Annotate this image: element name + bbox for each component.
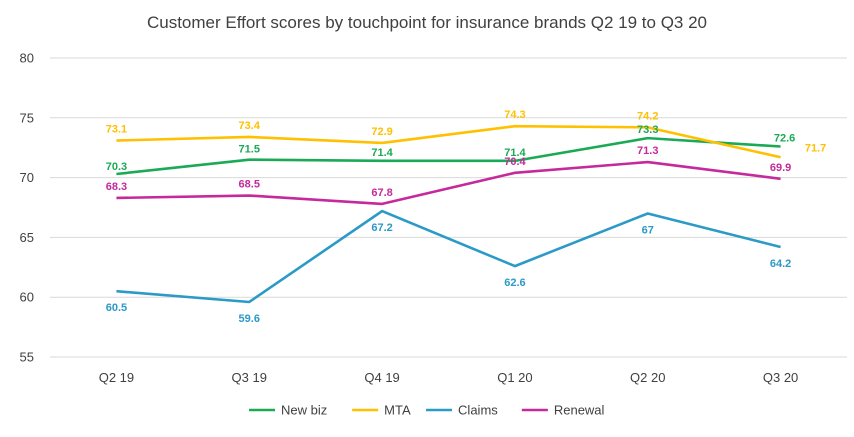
data-label: 72.6: [774, 133, 795, 145]
data-label: 60.5: [106, 302, 127, 314]
data-label: 71.3: [637, 145, 658, 157]
legend: New biz MTA Claims Renewal: [249, 403, 605, 418]
x-axis-ticks: Q2 19 Q3 19 Q4 19 Q1 20 Q2 20 Q3 20: [99, 370, 799, 385]
x-tick-label: Q1 20: [497, 370, 532, 385]
x-tick-label: Q2 19: [99, 370, 134, 385]
data-label: 70.4: [504, 156, 526, 168]
legend-item: Claims: [426, 403, 498, 418]
data-label: 62.6: [504, 277, 525, 289]
series-line-claims: [116, 209, 781, 304]
data-label: 64.2: [770, 258, 791, 270]
legend-item: New biz: [249, 403, 327, 418]
series-line-new-biz: [116, 136, 781, 176]
data-label: 73.3: [637, 124, 658, 136]
y-axis-ticks: 55 60 65 70 75 80: [20, 51, 34, 365]
data-label: 73.4: [239, 120, 261, 132]
y-tick-label: 65: [20, 230, 34, 245]
y-tick-label: 60: [20, 290, 34, 305]
legend-label: Claims: [458, 403, 498, 418]
legend-label: New biz: [281, 403, 327, 418]
data-label: 74.3: [504, 109, 525, 121]
data-label: 71.4: [371, 147, 393, 159]
data-label: 67: [642, 224, 654, 236]
x-tick-label: Q3 20: [763, 370, 798, 385]
data-label: 68.3: [106, 181, 127, 193]
y-tick-label: 80: [20, 51, 34, 66]
legend-label: MTA: [384, 403, 411, 418]
data-label: 67.2: [371, 222, 392, 234]
data-label: 69.9: [770, 162, 791, 174]
chart-title: Customer Effort scores by touchpoint for…: [147, 13, 707, 32]
data-label: 72.9: [371, 126, 392, 138]
series-lines: [116, 124, 781, 304]
data-label: 73.1: [106, 124, 127, 136]
series-line-mta: [116, 124, 781, 159]
legend-item: MTA: [352, 403, 411, 418]
legend-item: Renewal: [521, 403, 605, 418]
data-label: 74.2: [637, 110, 658, 122]
data-label: 71.5: [239, 144, 260, 156]
x-tick-label: Q4 19: [364, 370, 399, 385]
data-label: 71.7: [805, 142, 826, 154]
y-tick-label: 75: [20, 110, 34, 125]
series-line-renewal: [116, 160, 781, 206]
data-label: 68.5: [239, 179, 260, 191]
data-label: 59.6: [239, 313, 260, 325]
data-label: 71.4: [504, 147, 526, 159]
y-tick-label: 70: [20, 170, 34, 185]
x-tick-label: Q3 19: [232, 370, 267, 385]
data-labels: 70.3 71.5 71.4 71.4 73.3 72.6 73.1 73.4 72.9 74.3…: [106, 109, 827, 325]
data-label: 67.8: [371, 187, 392, 199]
data-label: 70.3: [106, 161, 127, 173]
x-tick-label: Q2 20: [630, 370, 665, 385]
gridlines: [50, 57, 847, 358]
legend-label: Renewal: [554, 403, 605, 418]
y-tick-label: 55: [20, 350, 34, 365]
